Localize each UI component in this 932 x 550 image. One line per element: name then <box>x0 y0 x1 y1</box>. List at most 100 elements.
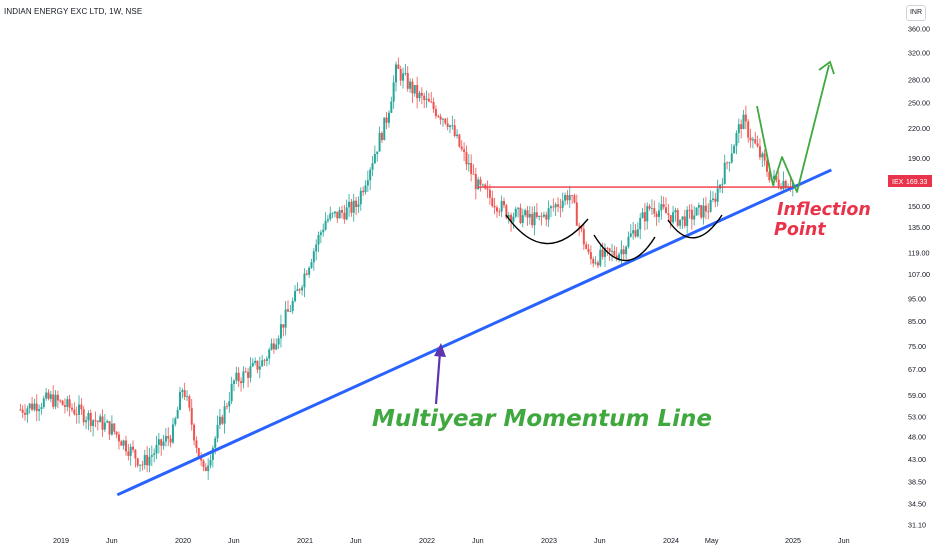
candle <box>453 119 456 138</box>
candle-body <box>338 210 341 219</box>
time-tick-label: Jun <box>838 536 850 545</box>
candle <box>357 196 360 213</box>
inflection-label-line2: Point <box>774 220 826 240</box>
candle <box>702 198 705 225</box>
candle-body <box>596 262 599 266</box>
candle <box>514 206 517 219</box>
candle <box>120 439 123 446</box>
candle <box>26 405 29 423</box>
candle <box>263 358 266 366</box>
candle <box>387 110 390 128</box>
candle-body <box>359 190 362 205</box>
price-axis[interactable]: 360.00 320.00 280.00 250.00 220.00 190.00 150.… <box>908 25 930 530</box>
candlestick-series <box>19 57 794 480</box>
candle <box>96 419 99 431</box>
candle <box>589 245 592 265</box>
candle <box>643 203 646 231</box>
candle <box>451 115 454 130</box>
candle-body <box>657 210 660 217</box>
candle-body <box>195 440 198 448</box>
candle-body <box>120 441 123 446</box>
candle-body <box>294 291 297 302</box>
candle <box>289 304 292 313</box>
candle <box>667 204 670 222</box>
candle <box>225 402 228 410</box>
candle-body <box>174 418 177 425</box>
candle <box>38 404 41 421</box>
candle-body <box>237 372 240 382</box>
candle-body <box>526 210 529 218</box>
candle <box>136 457 139 468</box>
candle <box>730 144 733 164</box>
candle-body <box>747 121 750 138</box>
candle <box>636 222 639 238</box>
candle-body <box>40 407 43 410</box>
price-tick-label: 43.00 <box>908 455 926 464</box>
candle <box>244 367 247 373</box>
price-tick-label: 250.00 <box>908 98 930 107</box>
price-tick-label: 320.00 <box>908 48 930 57</box>
candle <box>714 192 717 208</box>
candle-body <box>45 392 48 399</box>
price-tag-background <box>888 175 932 187</box>
currency-badge[interactable]: INR <box>906 5 926 21</box>
candle-body <box>106 421 109 423</box>
candle <box>528 206 531 225</box>
candle-body <box>68 399 71 408</box>
candle <box>31 396 34 412</box>
candle-body <box>258 366 261 370</box>
candle <box>197 447 200 458</box>
candle-body <box>432 101 435 110</box>
candle <box>221 414 224 426</box>
candle <box>92 419 95 437</box>
candle <box>437 114 440 119</box>
candle-body <box>749 137 752 141</box>
candle-body <box>87 413 90 421</box>
time-tick-label: Jun <box>106 536 118 545</box>
candle <box>761 151 764 167</box>
candle <box>333 211 336 218</box>
candle-body <box>153 453 156 456</box>
candle-body <box>129 446 132 456</box>
candle-body <box>625 246 628 255</box>
candle <box>42 395 45 409</box>
candle <box>512 212 515 229</box>
candle <box>228 392 231 413</box>
candle <box>740 119 743 139</box>
candle <box>547 200 550 228</box>
candle <box>629 224 632 238</box>
candle-body <box>49 394 52 399</box>
candle <box>378 126 381 152</box>
candle <box>676 207 679 228</box>
candle-body <box>24 412 27 415</box>
candle-body <box>700 205 703 218</box>
candle-body <box>594 262 597 264</box>
candle-body <box>620 249 623 255</box>
candle <box>103 414 106 433</box>
candle <box>470 154 473 182</box>
candle-body <box>561 200 564 208</box>
candle-body <box>47 392 50 399</box>
candle <box>763 149 766 167</box>
candle-body <box>627 236 630 247</box>
candle-body <box>730 153 733 163</box>
candle-body <box>773 175 776 180</box>
candle <box>650 199 653 215</box>
candle <box>169 434 172 448</box>
green-arrow-head <box>818 60 835 75</box>
candle-body <box>411 81 414 94</box>
price-tick-label: 220.00 <box>908 124 930 133</box>
candle <box>350 198 353 217</box>
candle <box>359 187 362 211</box>
candle-body <box>470 162 473 174</box>
candle <box>742 110 745 130</box>
candle-body <box>606 247 609 249</box>
candle-body <box>733 145 736 154</box>
candle <box>87 410 90 431</box>
candle <box>505 204 508 220</box>
time-axis[interactable]: 2019 Jun 2020 Jun 2021 Jun 2022 Jun 2023 Jun 2024 M… <box>53 536 850 545</box>
price-tag-symbol: IEX <box>892 179 904 186</box>
candle-body <box>190 407 193 425</box>
candle-body <box>202 460 205 468</box>
